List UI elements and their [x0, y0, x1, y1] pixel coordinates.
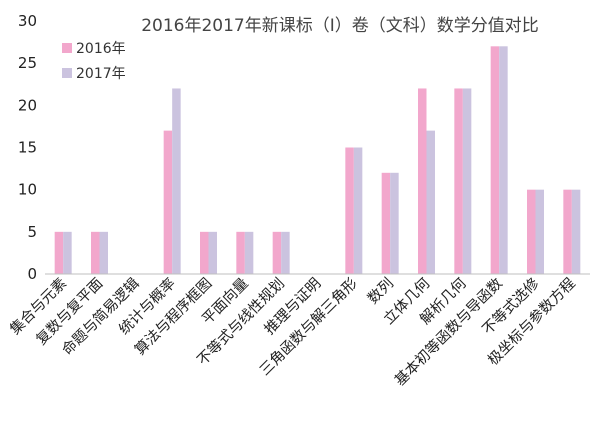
bar-2016年-不等式选修 — [527, 189, 536, 274]
bar-2016年-基本初等函数与导函数 — [490, 46, 500, 274]
y-tick-label: 25 — [18, 54, 37, 72]
x-tick-label: 数列 — [364, 275, 397, 308]
y-tick-label: 15 — [18, 139, 37, 157]
bar-2017年-集合与元素 — [63, 231, 72, 274]
bar-2016年-立体几何 — [418, 88, 427, 274]
bars-group — [54, 46, 581, 274]
bar-2016年-数列 — [381, 172, 391, 274]
chart-title: 2016年2017年新课标（Ⅰ）卷（文科）数学分值对比 — [141, 16, 539, 36]
y-tick-label: 30 — [18, 12, 37, 30]
bar-2016年-极坐标与参数方程 — [563, 189, 572, 274]
bar-2017年-不等式选修 — [535, 189, 544, 274]
y-tick-label: 0 — [27, 265, 37, 283]
x-tick-labels: 集合与元素复数与复平面命题与简易逻辑统计与概率算法与程序框图平面向量不等式与线性… — [7, 274, 579, 390]
legend-swatch-2016 — [62, 43, 72, 53]
bar-2017年-算法与程序框图 — [208, 231, 217, 274]
bar-2017年-基本初等函数与导函数 — [499, 46, 508, 274]
y-axis: 0 5 10 15 20 25 30 — [18, 12, 37, 283]
bar-2017年-极坐标与参数方程 — [571, 189, 581, 274]
y-tick-label: 10 — [18, 181, 37, 199]
y-tick-label: 5 — [27, 223, 37, 241]
bar-2017年-立体几何 — [426, 130, 435, 274]
bar-2016年-平面向量 — [236, 231, 245, 274]
bar-2017年-解析几何 — [462, 88, 472, 274]
legend-label-2016: 2016年 — [76, 41, 126, 57]
bar-2016年-不等式与线性规划 — [272, 231, 282, 274]
legend: 2016年 2017年 — [62, 41, 126, 82]
legend-label-2017: 2017年 — [76, 66, 126, 82]
bar-2016年-算法与程序框图 — [200, 231, 209, 274]
bar-2016年-统计与概率 — [163, 130, 173, 274]
bar-2017年-三角函数与解三角形 — [353, 147, 363, 274]
bar-2017年-平面向量 — [244, 231, 254, 274]
bar-2016年-三角函数与解三角形 — [345, 147, 354, 274]
bar-2017年-复数与复平面 — [99, 231, 108, 274]
bar-2016年-复数与复平面 — [91, 231, 100, 274]
y-tick-label: 20 — [18, 96, 37, 114]
bar-2017年-统计与概率 — [172, 88, 181, 274]
legend-swatch-2017 — [62, 68, 72, 78]
bar-2017年-数列 — [390, 172, 399, 274]
bar-2017年-不等式与线性规划 — [281, 231, 290, 274]
bar-2016年-解析几何 — [454, 88, 463, 274]
bar-2016年-集合与元素 — [54, 231, 64, 274]
